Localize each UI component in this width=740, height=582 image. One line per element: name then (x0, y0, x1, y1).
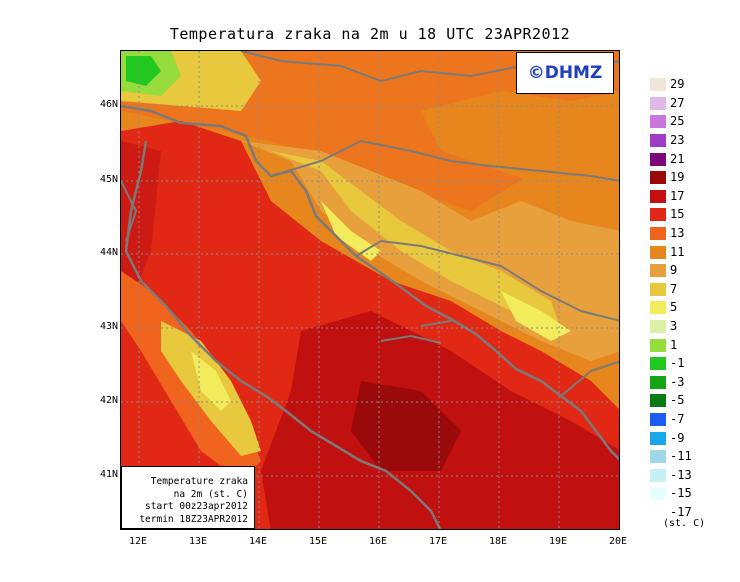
info-line-3: start 00z23apr2012 (145, 501, 248, 512)
legend-label: -1 (670, 356, 685, 371)
legend-swatch (650, 338, 666, 352)
legend-label: -17 (670, 505, 692, 519)
dinaric-peak (321, 201, 381, 261)
legend-swatch (650, 245, 666, 259)
sava-border (270, 139, 619, 182)
legend-swatch (650, 264, 666, 278)
legend-swatch (650, 413, 666, 426)
legend-swatch (650, 134, 666, 147)
legend-swatch (650, 375, 666, 389)
lon-label: 14E (248, 536, 268, 547)
lon-label: 18E (488, 536, 508, 547)
legend-label: 7 (670, 281, 678, 296)
legend-label: -3 (670, 374, 685, 389)
lon-label: 13E (188, 536, 208, 547)
lon-label: 16E (368, 536, 388, 547)
legend-swatch (650, 282, 666, 296)
legend-swatch (650, 78, 666, 92)
legend-swatch (650, 115, 666, 129)
map-title: Temperatura zraka na 2m u 18 UTC 23APR20… (169, 25, 571, 43)
temperature-field (121, 51, 619, 529)
legend-label: 3 (670, 319, 678, 333)
legend-label: 11 (670, 244, 685, 259)
info-box: Temperature zraka na 2m (st. C) start 00… (121, 466, 255, 529)
legend-label: 19 (670, 170, 685, 185)
legend-label: -13 (670, 467, 692, 482)
legend-swatch (650, 208, 666, 222)
lon-label: 12E (128, 536, 148, 547)
warm-core (351, 381, 461, 471)
bosnia-border (355, 239, 619, 322)
legend-swatch (650, 320, 666, 333)
legend-label: 9 (670, 263, 678, 278)
legend-swatch (650, 171, 666, 185)
montenegro-border (560, 360, 619, 397)
legend-label: 25 (670, 114, 685, 129)
legend-label: -15 (670, 486, 692, 501)
info-line-2: na 2m (st. C) (173, 488, 248, 500)
italy-west-field (121, 141, 161, 311)
legend-label: -5 (670, 393, 685, 408)
graticule (121, 51, 619, 529)
lat-label: 46N (99, 99, 118, 110)
info-line-1: Temperature zraka (150, 476, 248, 487)
legend-swatch (650, 152, 666, 166)
legend-swatch (650, 394, 666, 408)
legend-swatch (650, 468, 666, 482)
legend-swatch (650, 357, 666, 371)
legend-label: 17 (670, 188, 685, 203)
legend-swatch (650, 450, 666, 464)
dhmz-logo: ©DHMZ (516, 52, 614, 94)
info-line-4: termin 18Z23APR2012 (139, 513, 248, 525)
legend-label: -9 (670, 430, 685, 445)
legend-swatch (650, 96, 666, 110)
alps-core (126, 56, 161, 86)
legend-swatch (650, 227, 666, 240)
legend-label: 13 (670, 226, 685, 240)
lat-label: 45N (99, 174, 118, 185)
legend-label: 1 (670, 337, 678, 352)
apennine-peak (191, 351, 231, 411)
legend-label: 23 (670, 133, 685, 147)
dinaric-yellow (271, 151, 561, 331)
legend-swatch (650, 301, 666, 315)
legend-swatch (650, 487, 666, 501)
italy-coastline (124, 140, 442, 529)
legend-label: 15 (670, 207, 685, 222)
temperature-map (120, 50, 620, 530)
legend-label: 21 (670, 151, 685, 166)
legend-label: 27 (670, 95, 685, 110)
lon-label: 15E (308, 536, 328, 547)
lat-label: 41N (99, 469, 118, 480)
lon-label: 20E (608, 536, 628, 547)
po-coast (121, 180, 138, 242)
lat-label: 44N (99, 247, 118, 258)
island-2 (420, 320, 452, 327)
legend-swatch (650, 431, 666, 445)
lat-label: 42N (99, 395, 118, 406)
legend-label: -7 (670, 412, 685, 426)
legend-swatch (650, 189, 666, 203)
legend-label: -11 (670, 449, 692, 464)
lon-label: 17E (428, 536, 448, 547)
montenegro-peak (501, 291, 571, 341)
legend-label: 5 (670, 300, 678, 315)
island-1 (380, 334, 442, 344)
legend-label: 29 (670, 77, 685, 92)
legend-unit: (st. C) (663, 518, 706, 529)
lon-label: 19E (548, 536, 568, 547)
lat-label: 43N (99, 321, 118, 332)
